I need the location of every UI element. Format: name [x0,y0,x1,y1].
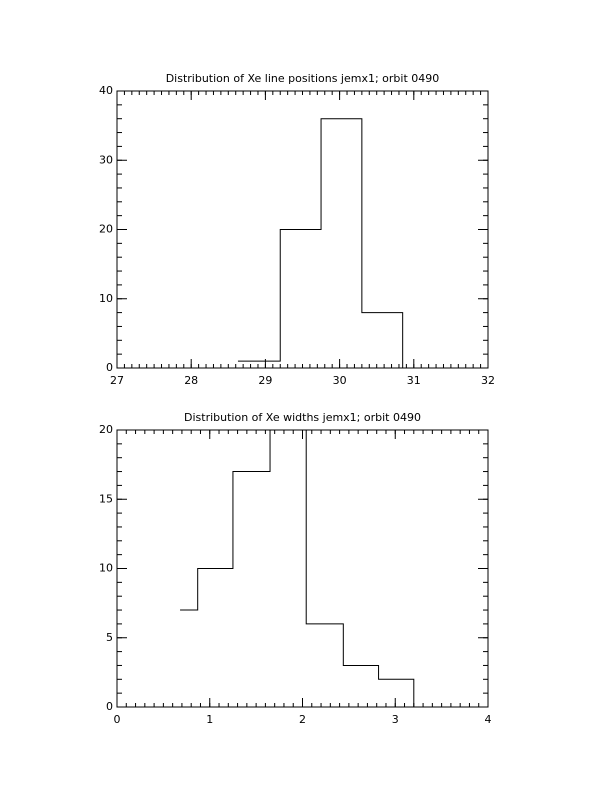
y-tick-label: 20 [99,223,113,236]
x-tick-label: 31 [407,374,421,387]
x-tick-label: 3 [392,713,399,726]
x-tick-label: 1 [206,713,213,726]
x-tick-label: 27 [110,374,124,387]
histogram-outline [180,430,415,707]
x-tick-label: 4 [485,713,492,726]
y-tick-label: 0 [106,700,113,713]
x-tick-label: 0 [114,713,121,726]
y-tick-label: 0 [106,361,113,374]
chart-title: Distribution of Xe widths jemx1; orbit 0… [184,411,421,424]
y-tick-label: 40 [99,84,113,97]
plot-area [237,118,404,368]
y-tick-label: 15 [99,492,113,505]
chart-title: Distribution of Xe line positions jemx1;… [166,72,440,85]
x-tick-label: 30 [333,374,347,387]
y-tick-label: 20 [99,423,113,436]
x-tick-label: 2 [299,713,306,726]
x-tick-label: 29 [258,374,272,387]
x-tick-label: 32 [481,374,495,387]
histogram-outline [237,118,404,368]
y-tick-label: 10 [99,292,113,305]
y-tick-label: 5 [106,631,113,644]
y-tick-label: 10 [99,562,113,575]
x-tick-label: 28 [184,374,198,387]
y-tick-label: 30 [99,153,113,166]
plot-area [180,430,415,707]
